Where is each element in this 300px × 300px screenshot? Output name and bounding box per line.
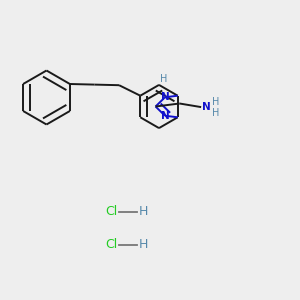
Text: N: N (160, 111, 169, 121)
Text: H: H (212, 107, 220, 118)
Text: N: N (160, 92, 169, 102)
Text: H: H (139, 205, 148, 218)
Text: Cl: Cl (105, 238, 117, 251)
Text: H: H (160, 74, 167, 84)
Text: N: N (202, 102, 211, 112)
Text: Cl: Cl (105, 205, 117, 218)
Text: H: H (212, 97, 220, 107)
Text: H: H (139, 238, 148, 251)
